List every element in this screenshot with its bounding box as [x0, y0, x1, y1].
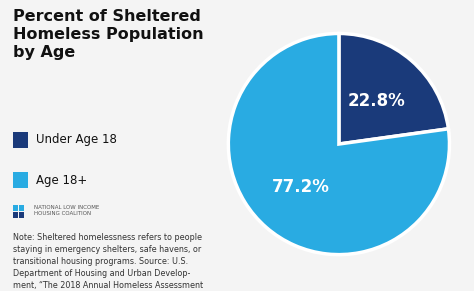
Wedge shape [339, 33, 448, 144]
FancyBboxPatch shape [19, 205, 24, 211]
FancyBboxPatch shape [13, 212, 18, 218]
Wedge shape [228, 33, 449, 255]
Text: 77.2%: 77.2% [272, 178, 330, 196]
Text: Percent of Sheltered
Homeless Population
by Age: Percent of Sheltered Homeless Population… [13, 9, 204, 60]
Text: Age 18+: Age 18+ [36, 174, 87, 187]
FancyBboxPatch shape [13, 205, 18, 211]
FancyBboxPatch shape [13, 132, 27, 148]
Text: NATIONAL LOW INCOME
HOUSING COALITION: NATIONAL LOW INCOME HOUSING COALITION [34, 205, 99, 216]
Text: Note: Sheltered homelessness refers to people
staying in emergency shelters, saf: Note: Sheltered homelessness refers to p… [13, 233, 203, 291]
Text: 22.8%: 22.8% [348, 92, 406, 110]
FancyBboxPatch shape [13, 172, 27, 189]
FancyBboxPatch shape [19, 212, 24, 218]
Text: Under Age 18: Under Age 18 [36, 133, 117, 146]
